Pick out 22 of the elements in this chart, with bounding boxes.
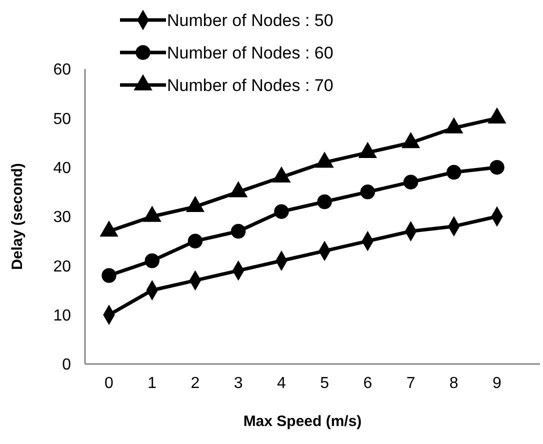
x-tick-label: 6 [363, 375, 372, 392]
x-tick-label: 7 [406, 375, 416, 392]
y-tick-label: 20 [53, 258, 72, 276]
y-tick-label: 30 [53, 209, 72, 226]
x-tick-label: 8 [449, 375, 458, 392]
x-tick-label: 5 [320, 375, 330, 392]
x-tick-label: 1 [148, 375, 157, 392]
legend-label: Number of Nodes : 50 [167, 10, 334, 30]
legend-label: Number of Nodes : 60 [167, 43, 334, 62]
x-tick-label: 2 [190, 375, 200, 392]
x-tick-label: 3 [234, 375, 243, 392]
x-tick-label: 4 [276, 375, 286, 392]
legend-label: Number of Nodes : 70 [167, 76, 334, 95]
x-tick-label: 9 [492, 375, 502, 392]
y-tick-label: 10 [53, 307, 72, 324]
x-axis-title: Max Speed (m/s) [243, 413, 362, 430]
y-tick-label: 50 [53, 110, 72, 128]
x-tick-label: 0 [104, 375, 114, 392]
y-tick-label: 40 [53, 160, 72, 177]
y-tick-label: 60 [53, 62, 72, 79]
y-axis-title: Delay (second) [9, 163, 26, 270]
y-tick-label: 0 [62, 356, 72, 374]
